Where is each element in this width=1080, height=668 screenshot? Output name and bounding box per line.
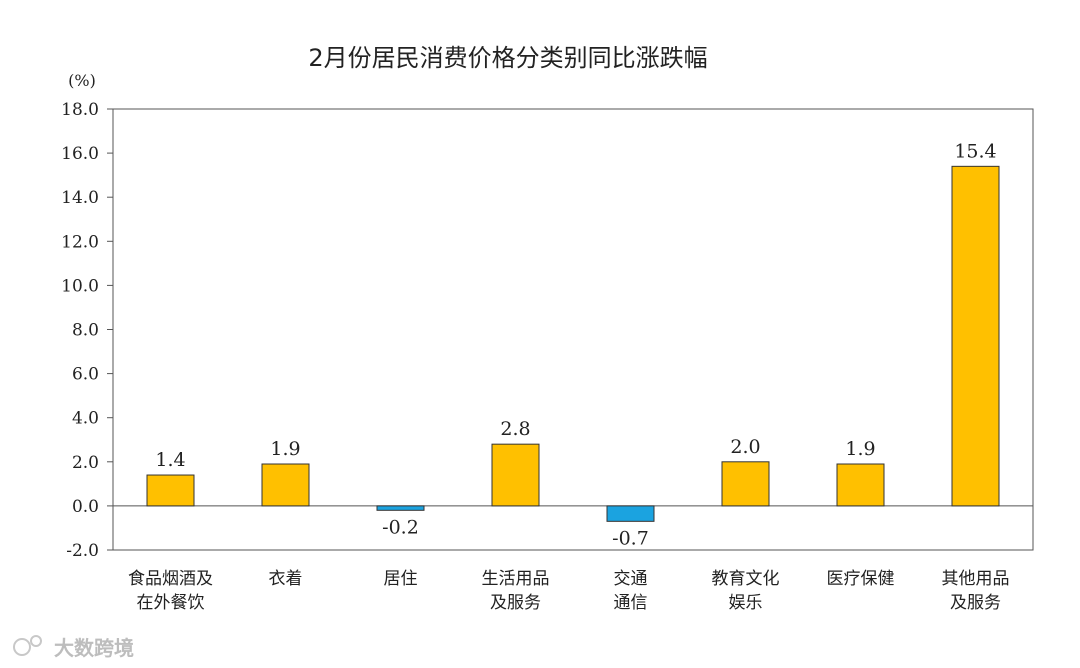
bars xyxy=(146,165,1000,522)
bar-7 xyxy=(951,165,1000,507)
y-tick-label: -2.0 xyxy=(66,541,99,561)
bar-2 xyxy=(376,505,425,511)
data-label-0: 1.4 xyxy=(155,449,185,471)
watermark-logo-icon-dot xyxy=(30,635,42,647)
category-label-3: 及服务 xyxy=(490,593,541,613)
category-label-2: 居住 xyxy=(384,569,418,589)
bar-4 xyxy=(606,505,655,522)
category-label-6: 医疗保健 xyxy=(827,569,895,589)
y-tick-label: 8.0 xyxy=(72,321,99,341)
y-tick-label: 18.0 xyxy=(61,100,99,120)
bar-0 xyxy=(146,474,195,507)
category-label-4: 通信 xyxy=(614,593,648,613)
category-label-0: 在外餐饮 xyxy=(137,593,205,613)
bar-6 xyxy=(836,463,885,507)
category-label-4: 交通 xyxy=(614,569,648,589)
y-unit-label: (%) xyxy=(68,71,96,90)
data-label-7: 15.4 xyxy=(954,140,996,162)
plot-area xyxy=(112,108,1034,551)
y-tick-label: 10.0 xyxy=(61,276,99,296)
data-labels: 1.4 1.9 -0.2 2.8 -0.7 2.0 1.9 15.4 xyxy=(155,140,996,549)
category-label-3: 生活用品 xyxy=(482,569,550,589)
y-axis: 18.0 16.0 14.0 12.0 10.0 8.0 6.0 4.0 2.0 0.0 -2.0 xyxy=(61,100,113,561)
category-label-7: 及服务 xyxy=(950,593,1001,613)
chart-title: 2月份居民消费价格分类别同比涨跌幅 xyxy=(308,44,707,72)
y-tick-label: 16.0 xyxy=(61,144,99,164)
bar-1 xyxy=(261,463,310,507)
y-tick-label: 12.0 xyxy=(61,232,99,252)
watermark-logo-icon xyxy=(13,638,31,656)
bar-3 xyxy=(491,443,540,507)
data-label-3: 2.8 xyxy=(500,418,530,440)
watermark: 大数跨境 xyxy=(13,635,134,660)
data-label-2: -0.2 xyxy=(382,516,419,538)
category-label-0: 食品烟酒及 xyxy=(128,569,213,589)
data-label-4: -0.7 xyxy=(612,527,649,549)
category-label-1: 衣着 xyxy=(269,569,303,589)
data-label-5: 2.0 xyxy=(730,436,760,458)
category-label-5: 娱乐 xyxy=(729,593,763,613)
category-label-5: 教育文化 xyxy=(712,569,780,589)
category-label-7: 其他用品 xyxy=(942,569,1010,589)
y-tick-label: 0.0 xyxy=(72,497,99,517)
data-label-1: 1.9 xyxy=(270,438,300,460)
y-tick-label: 14.0 xyxy=(61,188,99,208)
watermark-text: 大数跨境 xyxy=(54,636,134,660)
y-tick-label: 4.0 xyxy=(72,409,99,429)
data-label-6: 1.9 xyxy=(845,438,875,460)
bar-5 xyxy=(721,461,770,507)
y-tick-label: 2.0 xyxy=(72,453,99,473)
y-tick-label: 6.0 xyxy=(72,365,99,385)
